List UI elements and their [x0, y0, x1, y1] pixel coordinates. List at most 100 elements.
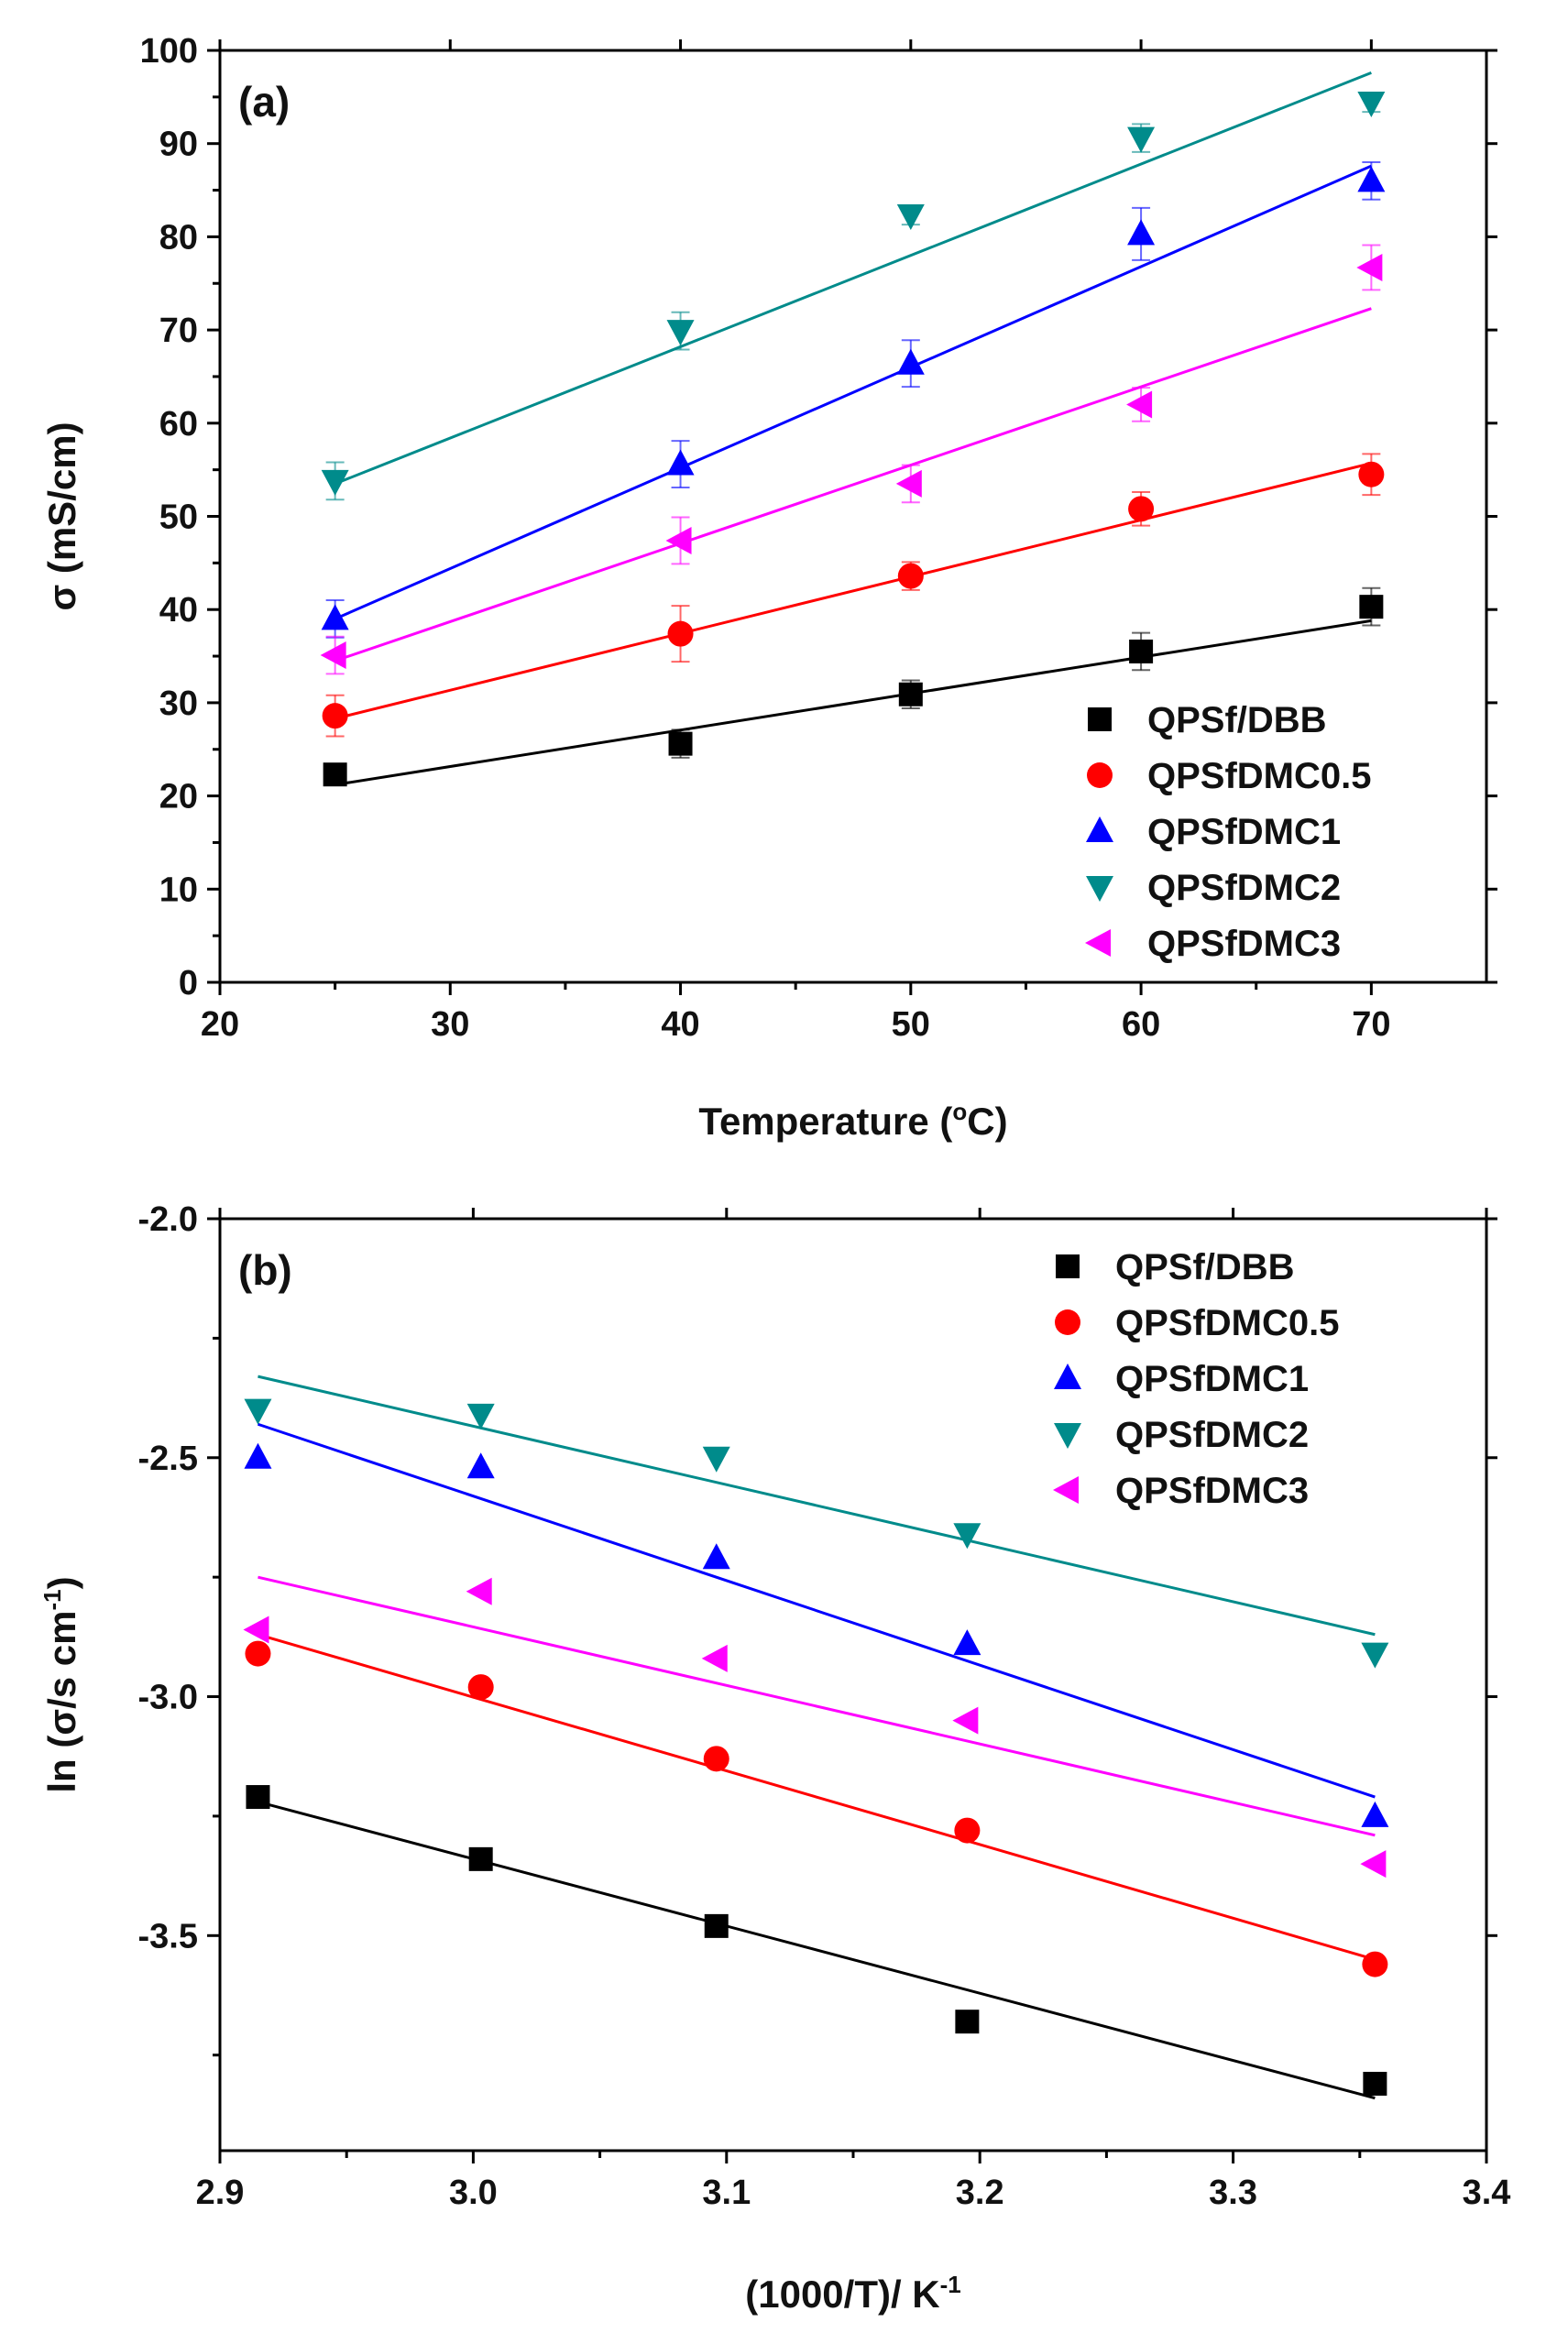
x-tick-label: 3.3: [1209, 2174, 1257, 2212]
x-tick-label: 60: [1122, 1005, 1160, 1044]
legend-label: QPSfDMC1: [1147, 812, 1341, 852]
legend-marker: [1087, 762, 1113, 788]
data-point: [321, 469, 349, 496]
data-point: [952, 1706, 979, 1735]
x-axis-title-superscript: o: [952, 1098, 967, 1125]
fit-line: [334, 164, 1372, 620]
legend-marker: [1086, 816, 1113, 842]
data-point: [1359, 595, 1384, 619]
data-point: [323, 762, 347, 787]
data-point: [245, 1640, 271, 1667]
legend-label: QPSf/DBB: [1115, 1247, 1295, 1287]
panel-label: (b): [238, 1246, 292, 1294]
data-point: [468, 1846, 493, 1871]
x-tick-label: 3.4: [1463, 2174, 1511, 2212]
panel-b-arrhenius-plot: 2.9 3.0 3.1 3.2 3.3 3.4 -3.5 -3.0 -2.5 -2.0 QPSf/D…: [38, 1200, 1510, 2316]
data-point: [702, 1543, 730, 1570]
legend-label: QPSfDMC3: [1147, 924, 1341, 964]
y-tick-label: 60: [159, 405, 198, 444]
fit-line: [258, 1633, 1376, 1961]
data-point: [1357, 91, 1386, 117]
y-tick-label: -3.5: [138, 1917, 198, 1955]
data-point: [244, 1398, 272, 1425]
panel-label: (a): [238, 78, 290, 126]
legend-marker: [1054, 1364, 1081, 1389]
x-axis-title: (1000/T)/ K-1: [745, 2271, 961, 2316]
data-point: [1358, 461, 1385, 487]
data-point: [1129, 639, 1154, 663]
data-point: [704, 1913, 729, 1938]
data-point: [1361, 1801, 1389, 1827]
data-point: [1128, 496, 1155, 522]
data-point: [1363, 2071, 1387, 2096]
data-point: [321, 604, 349, 630]
legend-label: QPSfDMC0.5: [1115, 1303, 1340, 1343]
x-tick-label: 70: [1352, 1005, 1390, 1044]
x-tick-label: 30: [431, 1005, 469, 1044]
data-point: [954, 1817, 981, 1844]
y-tick-label: 10: [159, 871, 198, 909]
data-point: [1362, 1951, 1388, 1977]
data-point: [701, 1644, 728, 1672]
fit-line: [258, 1575, 1376, 1837]
y-axis-title: ln (σ/s cm-1): [38, 1576, 83, 1792]
y-tick-label: 90: [159, 126, 198, 164]
panel-a-temperature-plot: 20 30 40 50 60 70 0 10 20 30 40 50 60 70 80 90 100 QPSf/D…: [40, 32, 1497, 1143]
fit-line: [334, 619, 1372, 786]
data-point: [1357, 166, 1386, 192]
data-point: [320, 641, 346, 670]
y-tick-label: -2.5: [138, 1440, 198, 1478]
fit-line: [258, 1375, 1376, 1637]
data-point: [895, 469, 922, 498]
data-point: [666, 320, 695, 346]
y-tick-label: 50: [159, 498, 198, 537]
data-point: [953, 1629, 981, 1656]
legend-marker: [1086, 876, 1113, 902]
legend-label: QPSfDMC3: [1115, 1471, 1309, 1511]
fit-line: [334, 71, 1372, 486]
data-point: [243, 1616, 269, 1644]
fit-line: [334, 462, 1372, 720]
y-axis-title-superscript: -1: [38, 1589, 66, 1610]
data-point: [466, 1403, 495, 1429]
y-axis-title-text-end: ): [40, 1576, 83, 1589]
x-tick-label: 3.1: [702, 2174, 751, 2212]
data-point: [466, 1452, 495, 1479]
data-point: [667, 620, 694, 647]
y-axis-title-text: ln (σ/s cm: [40, 1611, 83, 1793]
y-axis-title: σ (mS/cm): [40, 422, 83, 610]
x-axis-title-text: Temperature (: [698, 1100, 952, 1143]
y-tick-label: -2.0: [138, 1200, 198, 1239]
x-axis-title-text: (1000/T)/ K: [745, 2273, 939, 2316]
legend-label: QPSfDMC0.5: [1147, 756, 1372, 796]
data-point: [665, 526, 692, 554]
y-tick-label: 70: [159, 312, 198, 350]
y-tick-label: 40: [159, 591, 198, 630]
y-tick-label: 100: [140, 32, 198, 71]
data-point: [955, 2010, 980, 2034]
legend-marker: [1055, 1309, 1080, 1335]
data-point: [322, 703, 348, 729]
fit-line: [257, 1422, 1376, 1799]
fit-line: [258, 1800, 1376, 2100]
x-tick-label: 50: [892, 1005, 930, 1044]
x-axis-title-superscript: -1: [940, 2271, 961, 2298]
data-point: [703, 1746, 729, 1772]
legend-marker: [1053, 1476, 1079, 1504]
legend-marker: [1056, 1254, 1080, 1278]
x-tick-label: 20: [201, 1005, 239, 1044]
data-point: [1127, 126, 1156, 153]
x-tick-label: 3.2: [956, 2174, 1004, 2212]
x-axis-title-text-end: C): [967, 1100, 1007, 1143]
legend-label: QPSfDMC2: [1147, 868, 1341, 908]
fit-line: [334, 307, 1372, 663]
x-axis-title: Temperature (oC): [698, 1098, 1007, 1143]
data-point: [896, 204, 925, 231]
data-point: [467, 1674, 494, 1701]
legend-label: QPSfDMC2: [1115, 1415, 1309, 1455]
data-point: [1361, 1642, 1389, 1669]
data-point: [1356, 253, 1383, 281]
x-tick-label: 40: [661, 1005, 699, 1044]
data-point: [1127, 219, 1156, 246]
